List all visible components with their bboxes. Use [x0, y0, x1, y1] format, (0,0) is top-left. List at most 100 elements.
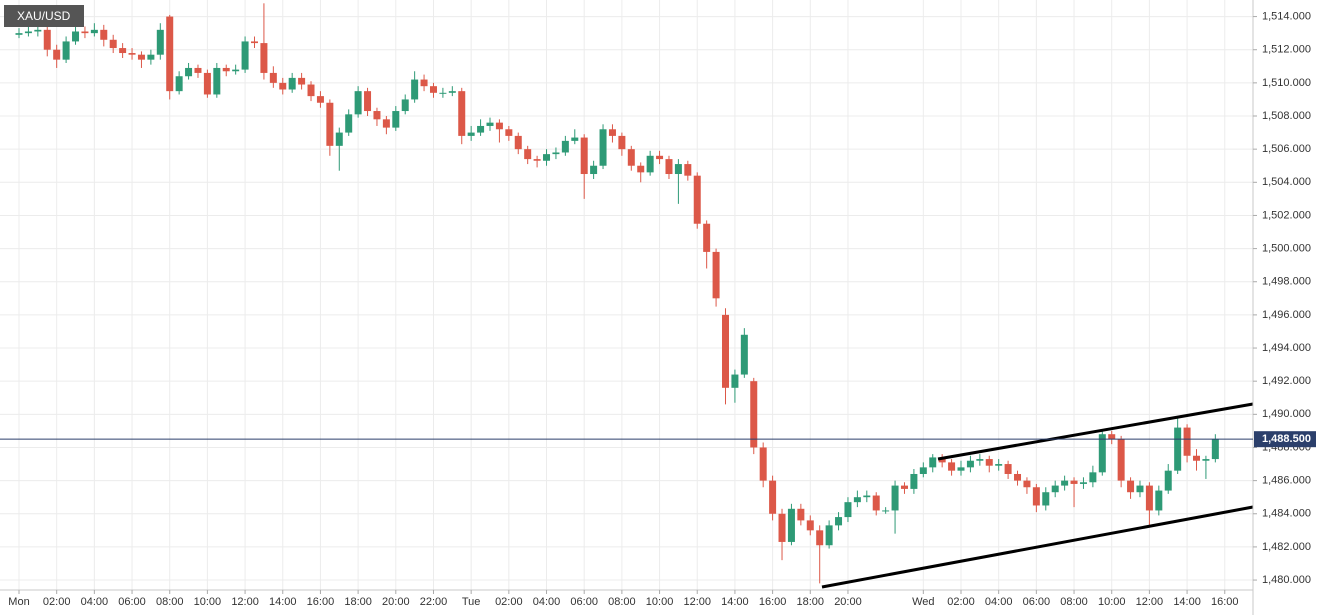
candle-body: [119, 48, 127, 54]
candle-body: [787, 508, 795, 542]
candle-body: [919, 467, 927, 474]
candle-body: [1202, 459, 1210, 461]
candle-body: [665, 159, 673, 175]
candle-body: [900, 485, 908, 489]
candle-body: [863, 495, 871, 498]
x-tick-label: 12:00: [231, 596, 259, 608]
candle-body: [90, 29, 98, 34]
candle-body: [938, 457, 946, 463]
candle-body: [1174, 427, 1182, 471]
candle-body: [1070, 480, 1078, 484]
candle-body: [1098, 434, 1106, 473]
candle-body: [976, 459, 984, 461]
y-tick-label: 1,504.000: [1262, 176, 1311, 188]
y-tick-label: 1,486.000: [1262, 475, 1311, 487]
candle-body: [543, 154, 551, 161]
candle-body: [1164, 470, 1172, 491]
candle-body: [1127, 480, 1135, 493]
y-tick-label: 1,480.000: [1262, 574, 1311, 586]
x-tick-label: 18:00: [797, 596, 825, 608]
candle-body: [420, 79, 428, 87]
x-tick-label: 12:00: [1136, 596, 1164, 608]
candle-body: [401, 99, 409, 112]
candle-body: [957, 467, 965, 471]
y-tick-label: 1,508.000: [1262, 110, 1311, 122]
candle-body: [1108, 434, 1116, 440]
y-tick-label: 1,498.000: [1262, 276, 1311, 288]
x-tick-label: 02:00: [495, 596, 523, 608]
x-tick-label: Mon: [8, 596, 29, 608]
candle-body: [269, 72, 277, 83]
candle-body: [137, 54, 145, 60]
y-tick-label: 1,514.000: [1262, 10, 1311, 22]
candle-body: [241, 41, 249, 70]
candle-body: [213, 67, 221, 95]
candle-body: [1145, 485, 1153, 511]
candle-body: [929, 457, 937, 468]
candle-body: [147, 54, 155, 60]
candle-body: [1014, 473, 1022, 481]
candle-body: [750, 381, 758, 448]
candle-body: [335, 132, 343, 146]
candle-body: [505, 129, 513, 136]
candle-body: [1193, 455, 1200, 461]
x-tick-label: 14:00: [721, 596, 749, 608]
candle-body: [608, 129, 616, 136]
candle-body: [552, 152, 560, 155]
axes: 1,480.000 1,482.000 1,484.000 1,486.000 1,48…: [0, 10, 1316, 608]
candle-body: [674, 164, 682, 175]
title-box: [4, 5, 84, 27]
y-tick-label: 1,506.000: [1262, 143, 1311, 155]
y-tick-label: 1,490.000: [1262, 408, 1311, 420]
candle-body: [260, 43, 268, 73]
candle-body: [429, 86, 437, 93]
candle-body: [514, 135, 522, 150]
candle-body: [627, 149, 635, 166]
candle-body: [1136, 485, 1144, 493]
candle-body: [34, 29, 42, 32]
y-tick-label: 1,482.000: [1262, 541, 1311, 553]
candle-body: [411, 79, 419, 100]
candle-body: [1004, 464, 1012, 474]
x-tick-label: 14:00: [269, 596, 297, 608]
candle-body: [194, 67, 202, 73]
candle-body: [1032, 487, 1040, 506]
candle-body: [109, 39, 117, 49]
x-tick-label: 02:00: [947, 596, 975, 608]
channel-lower: [821, 505, 1254, 589]
candle-body: [307, 84, 315, 97]
x-tick-label: 02:00: [43, 596, 71, 608]
candle-body: [891, 485, 899, 511]
candle-body: [43, 29, 51, 50]
candle-body: [722, 314, 729, 388]
candle-body: [769, 480, 777, 514]
y-tick-label: 1,500.000: [1262, 243, 1311, 255]
candle-body: [251, 41, 258, 44]
candle-body: [392, 111, 400, 128]
candle-body: [1211, 439, 1219, 460]
candle-body: [81, 31, 89, 34]
candle-body: [1155, 490, 1163, 511]
x-tick-label: 16:00: [1211, 596, 1239, 608]
candle-body: [175, 76, 183, 92]
x-tick-label: 06:00: [1023, 596, 1051, 608]
x-tick-label: 06:00: [118, 596, 146, 608]
last-price-label: 1,488.500: [1262, 433, 1311, 445]
y-tick-label: 1,494.000: [1262, 342, 1311, 354]
candle-body: [778, 513, 786, 542]
candle-body: [561, 140, 569, 153]
candle-body: [646, 155, 654, 173]
candle-body: [1089, 472, 1097, 483]
candle-body: [222, 67, 230, 72]
candle-body: [382, 119, 390, 128]
candle-body: [486, 122, 494, 126]
candle-body: [354, 91, 362, 115]
candle-body: [835, 517, 843, 526]
candle-body: [684, 164, 692, 176]
candle-body: [24, 31, 32, 34]
candles: [15, 3, 1219, 584]
y-tick-label: 1,510.000: [1262, 77, 1311, 89]
y-tick-label: 1,484.000: [1262, 508, 1311, 520]
